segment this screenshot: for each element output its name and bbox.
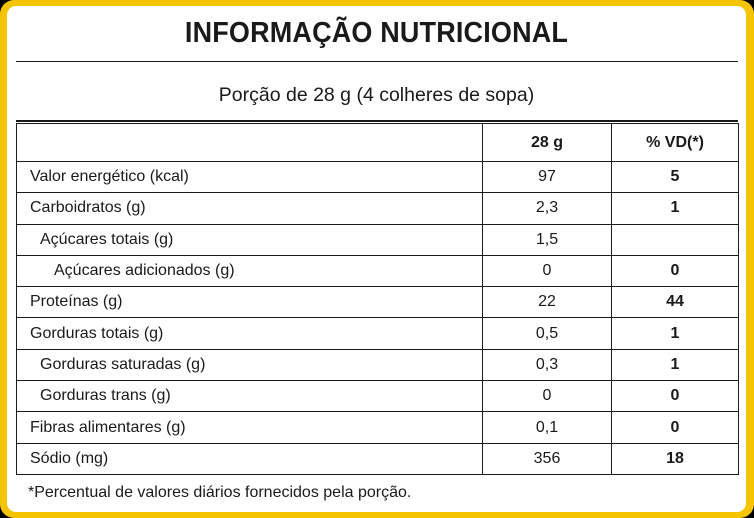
nutrient-vd: 0: [611, 380, 739, 413]
nutrient-vd: 0: [611, 254, 739, 288]
table-row: Fibras alimentares (g) 0,1 0: [16, 411, 739, 444]
nutrient-vd: 1: [611, 192, 739, 225]
nutrient-vd: 5: [611, 160, 739, 194]
table-row: Proteínas (g) 22 44: [16, 286, 739, 319]
portion-divider: [16, 120, 738, 122]
nutrient-quantity: 97: [482, 160, 612, 194]
nutrition-panel: INFORMAÇÃO NUTRICIONAL Porção de 28 g (4…: [7, 6, 746, 512]
nutrient-label: Açúcares adicionados (g): [16, 254, 483, 288]
header-quantity: 28 g: [482, 123, 612, 162]
nutrient-label: Gorduras saturadas (g): [16, 348, 483, 382]
footnote: *Percentual de valores diários fornecido…: [28, 484, 412, 501]
table-row: Sódio (mg) 356 18: [16, 442, 739, 475]
nutrient-quantity: 0,3: [482, 348, 612, 382]
nutrient-quantity: 0,1: [482, 411, 612, 444]
nutrient-quantity: 0,5: [482, 317, 612, 350]
portion-size: Porção de 28 g (4 colheres de sopa): [218, 83, 535, 106]
nutrient-quantity: 356: [482, 442, 612, 475]
nutrient-vd: 1: [611, 348, 739, 382]
table-row: Açúcares adicionados (g) 0 0: [16, 254, 739, 288]
nutrient-vd: 0: [611, 411, 739, 444]
nutrient-label: Açúcares totais (g): [16, 223, 483, 256]
nutrient-label: Proteínas (g): [16, 286, 483, 319]
nutrient-label: Fibras alimentares (g): [16, 411, 483, 444]
nutrient-label: Carboidratos (g): [16, 192, 483, 225]
nutrient-quantity: 0: [482, 254, 612, 288]
nutrient-label: Gorduras trans (g): [16, 380, 483, 413]
table-row: Gorduras trans (g) 0 0: [16, 380, 739, 413]
nutrient-quantity: 0: [482, 380, 612, 413]
table-row: Gorduras totais (g) 0,5 1: [16, 317, 739, 350]
nutrient-vd: 1: [611, 317, 739, 350]
nutrient-quantity: 2,3: [482, 192, 612, 225]
header-vd: % VD(*): [611, 123, 739, 162]
table-row: Carboidratos (g) 2,3 1: [16, 192, 739, 225]
table-header-row: 28 g % VD(*): [16, 123, 739, 162]
nutrient-vd: 44: [611, 286, 739, 319]
nutrient-label: Valor energético (kcal): [16, 160, 483, 194]
table-row: Gorduras saturadas (g) 0,3 1: [16, 348, 739, 382]
table-row: Valor energético (kcal) 97 5: [16, 160, 739, 194]
nutrient-quantity: 22: [482, 286, 612, 319]
nutrition-title: INFORMAÇÃO NUTRICIONAL: [184, 16, 569, 49]
nutrient-label: Sódio (mg): [16, 442, 483, 475]
nutrient-quantity: 1,5: [482, 223, 612, 256]
table-row: Açúcares totais (g) 1,5: [16, 223, 739, 256]
nutrient-vd: [611, 223, 739, 256]
title-divider: [16, 61, 738, 62]
nutrient-vd: 18: [611, 442, 739, 475]
nutrient-label: Gorduras totais (g): [16, 317, 483, 350]
header-blank: [16, 123, 483, 162]
nutrition-table: 28 g % VD(*) Valor energético (kcal) 97 5 C…: [16, 123, 739, 475]
